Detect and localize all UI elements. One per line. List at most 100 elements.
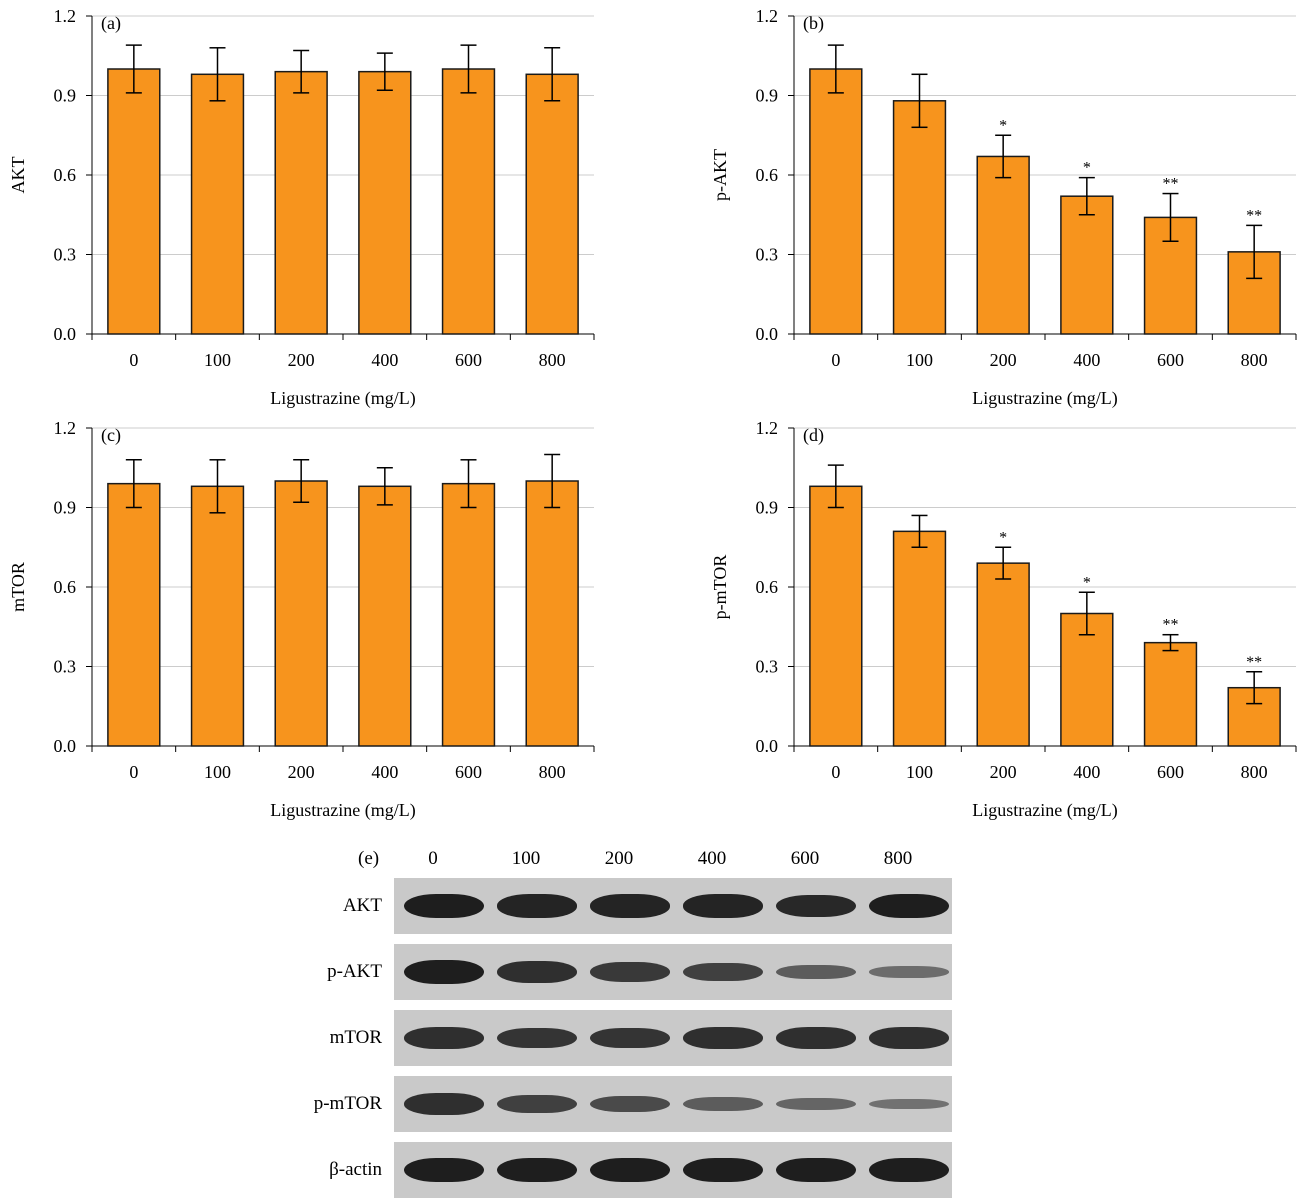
bar [190,73,245,335]
x-tick-label: 400 [1073,762,1100,782]
x-tick-label: 100 [906,350,933,370]
blot-band [497,894,577,918]
blot-row-label: p-AKT [327,961,382,982]
blot-band [497,961,577,983]
x-tick-label: 400 [371,350,398,370]
blot-band [869,1027,949,1049]
bar [358,485,412,747]
blot-band [776,964,856,980]
bar [525,480,579,747]
bar-charts: 0.0 0.3 0.6 0.9 1.2 0 100 200 400 600 800 (a) AKT Lig… [8,6,1297,821]
blot-band [776,1027,856,1049]
x-tick-label: 600 [1157,762,1184,782]
panel-label: (b) [803,13,824,34]
bar [892,530,947,747]
x-tick-label: 100 [906,762,933,782]
blot-band [683,1158,763,1182]
bar [892,100,947,335]
y-tick-label: 0.3 [756,657,779,677]
blot-lane-label: 100 [511,848,541,869]
blot-band [683,1027,763,1049]
blot-band [869,1098,949,1110]
blot-band [497,1158,577,1182]
bar [1060,195,1114,335]
bar [107,482,161,747]
y-tick-label: 0.0 [756,736,779,756]
y-tick-label: 1.2 [54,418,77,438]
significance-mark: * [999,117,1007,134]
x-tick-label: 600 [455,350,482,370]
blot-band [683,894,763,918]
y-axis-label: mTOR [8,562,28,612]
blot-lane-label: 600 [790,848,820,869]
blot-strip [394,1010,952,1066]
y-tick-label: 0.9 [54,86,77,106]
y-axis-label: p-mTOR [710,555,730,620]
x-tick-label: 800 [539,762,566,782]
blot-band [683,962,763,982]
chart-panel-a: 0.0 0.3 0.6 0.9 1.2 0 100 200 400 600 800 (a) AKT Lig… [8,6,595,409]
bar [107,68,161,335]
blot-band [590,1158,670,1182]
blot-panel-label: (e) [358,848,380,869]
y-tick-label: 0.3 [54,245,77,265]
y-tick-label: 0.3 [756,245,779,265]
y-tick-label: 0.0 [756,324,779,344]
y-tick-label: 1.2 [756,6,779,26]
bar [525,73,579,335]
y-tick-label: 1.2 [756,418,779,438]
significance-mark: * [1083,160,1091,177]
x-tick-label: 100 [204,350,231,370]
bar [274,480,328,747]
x-tick-label: 200 [990,350,1017,370]
bar [441,68,496,335]
x-tick-label: 0 [129,350,138,370]
x-tick-label: 400 [1073,350,1100,370]
x-tick-label: 0 [831,762,840,782]
blot-band [497,1027,577,1049]
blot-lane-label: 0 [428,848,438,869]
blot-band [683,1096,763,1112]
chart-panel-b: 0.0 0.3 0.6 0.9 1.2 0 100 200 * 400 * 600 ** 800 ** (b)… [710,6,1297,409]
x-tick-label: 400 [371,762,398,782]
bar [809,485,863,747]
chart-panel-d: 0.0 0.3 0.6 0.9 1.2 0 100 200 * 400 * 600 ** 800 ** (d)… [710,418,1297,821]
y-tick-label: 0.6 [756,577,779,597]
x-axis-label: Ligustrazine (mg/L) [270,388,415,409]
panel-label: (d) [803,425,824,446]
x-tick-label: 800 [539,350,566,370]
blot-band [869,894,949,918]
western-blot-panel: (e) 0 100 200 400 600 800 AKT p-AKT mTOR p-mTOR β… [300,840,980,1200]
x-tick-label: 0 [831,350,840,370]
panel-label: (c) [101,425,121,446]
y-tick-label: 0.9 [756,498,779,518]
x-axis-label: Ligustrazine (mg/L) [270,800,415,821]
y-tick-label: 0.9 [756,86,779,106]
significance-mark: ** [1246,654,1262,671]
x-axis-label: Ligustrazine (mg/L) [972,800,1117,821]
y-tick-label: 0.6 [756,165,779,185]
bar [274,70,328,335]
y-tick-label: 0.9 [54,498,77,518]
blot-row-label: AKT [342,895,382,916]
blot-lane-label: 800 [883,848,913,869]
y-axis-label: AKT [8,157,28,194]
blot-band [776,894,856,918]
blot-band [776,1097,856,1111]
blot-lane-label: 400 [697,848,727,869]
blot-lane-label: 200 [604,848,634,869]
significance-mark: ** [1246,207,1262,224]
significance-mark: * [1083,574,1091,591]
significance-mark: * [999,529,1007,546]
y-tick-label: 0.0 [54,736,77,756]
y-tick-label: 1.2 [54,6,77,26]
blot-row-label: p-mTOR [313,1093,382,1114]
x-tick-label: 800 [1241,350,1268,370]
blot-band [404,1093,484,1115]
blot-band [404,894,484,918]
bar [358,70,412,335]
x-tick-label: 600 [1157,350,1184,370]
blot-band [590,1027,670,1049]
x-tick-label: 600 [455,762,482,782]
y-tick-label: 0.6 [54,577,77,597]
